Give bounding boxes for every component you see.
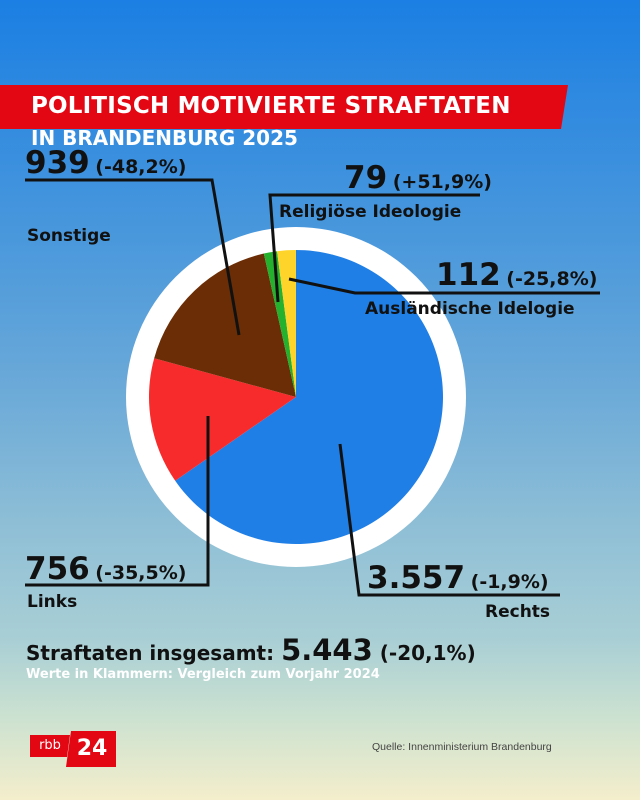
pie-slice-links (148, 358, 296, 481)
rechts-value: 3.557 (367, 560, 466, 596)
chart-subtitle: IN BRANDENBURG 2025 (31, 126, 298, 150)
rechts-label: Rechts (485, 602, 551, 622)
sonstige-value: 939 (25, 145, 90, 181)
label-auslaendische-value: 112 (-25,8%) (436, 260, 597, 291)
leader-rechts (338, 443, 560, 597)
total-value: 5.443 (281, 633, 373, 667)
title-banner (0, 85, 568, 129)
chart-title: POLITISCH MOTIVIERTE STRAFTATEN (31, 93, 511, 119)
comparison-note: Werte in Klammern: Vergleich zum Vorjahr… (26, 667, 380, 682)
leader-auslaendische (288, 277, 600, 295)
label-rechts-value: 3.557 (-1,9%) (367, 563, 549, 594)
religioese-value: 79 (344, 160, 388, 196)
total-line: Straftaten insgesamt: 5.443 (-20,1%) (26, 636, 476, 665)
pie-slice-religiöse-ideologie (263, 251, 296, 397)
rbb24-logo: 24 (66, 731, 116, 767)
pie-slice-ausländische-idelogie (277, 250, 296, 397)
religioese-label: Religiöse Ideologie (279, 202, 462, 222)
sonstige-change: (-48,2%) (95, 156, 187, 178)
leader-links (25, 416, 210, 587)
total-label: Straftaten insgesamt: (26, 641, 275, 665)
links-change: (-35,5%) (95, 562, 187, 584)
rechts-change: (-1,9%) (470, 571, 549, 593)
auslaendische-change: (-25,8%) (506, 268, 598, 290)
pie-slice-rechts (175, 250, 443, 544)
total-change: (-20,1%) (379, 641, 476, 665)
auslaendische-label: Ausländische Idelogie (365, 299, 575, 319)
label-religioese-value: 79 (+51,9%) (344, 163, 492, 194)
rbb-logo: rbb (30, 735, 70, 757)
leader-lines (25, 178, 600, 597)
auslaendische-value: 112 (436, 257, 501, 293)
label-sonstige-value: 939 (-48,2%) (25, 148, 186, 179)
pie-slices (148, 250, 443, 544)
sonstige-label: Sonstige (27, 226, 111, 246)
links-label: Links (27, 592, 78, 612)
source-note: Quelle: Innenministerium Brandenburg (372, 741, 552, 753)
pie-slice-sonstige (154, 253, 296, 397)
label-links-value: 756 (-35,5%) (25, 554, 186, 585)
links-value: 756 (25, 551, 90, 587)
leader-sonstige (25, 178, 241, 336)
leader-religioese (268, 193, 480, 303)
religioese-change: (+51,9%) (392, 171, 492, 193)
